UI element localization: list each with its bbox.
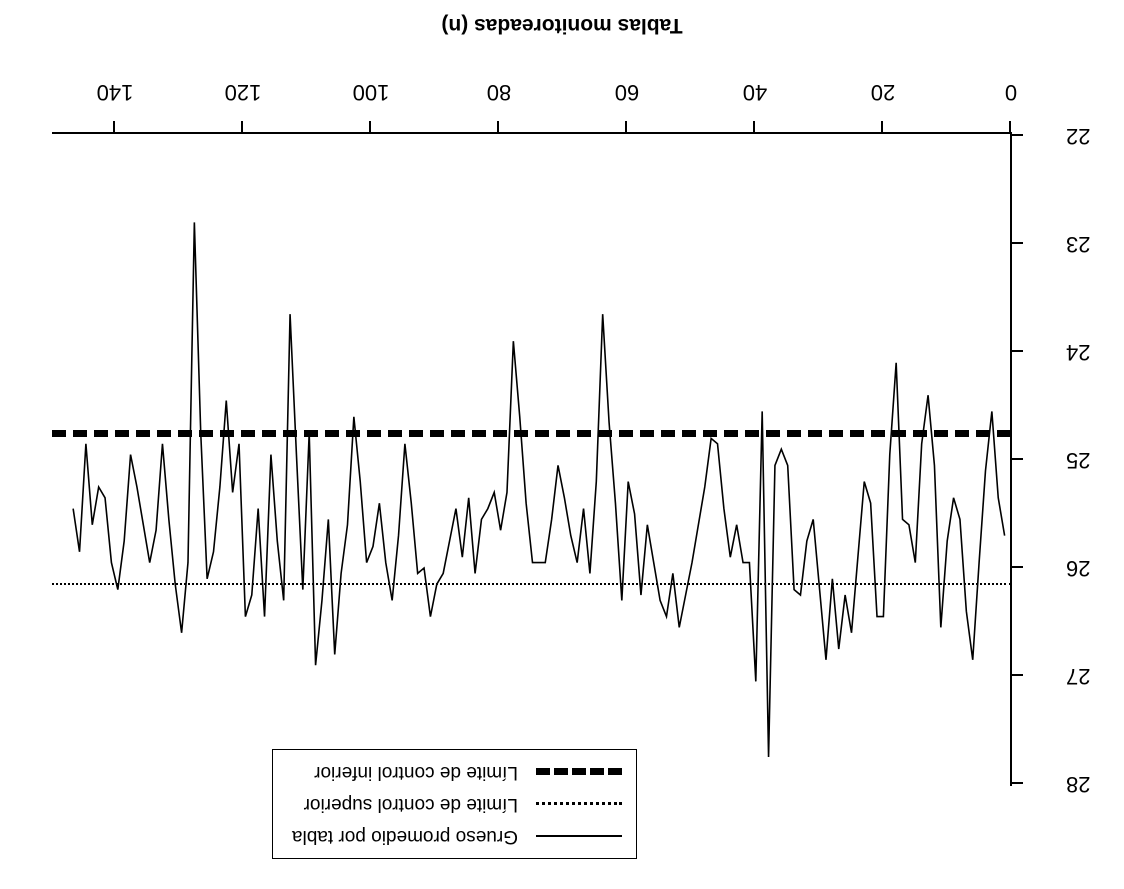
x-tick-20 (881, 121, 883, 132)
line-dashed-icon (536, 768, 622, 776)
legend-box: Grueso promedio por tabla Límite de cont… (272, 749, 637, 859)
x-tick-label-80: 80 (486, 80, 512, 105)
legend-label-series: Grueso promedio por tabla (291, 826, 518, 847)
legend-label-lcl: Límite de control inferior (314, 762, 518, 783)
x-tick-label-120: 120 (224, 80, 262, 105)
x-tick-140 (113, 121, 115, 132)
y-tick-label-27: 27 (1066, 664, 1091, 689)
x-tick-label-140: 140 (96, 80, 134, 105)
x-tick-label-0: 0 (1004, 80, 1018, 105)
x-tick-label-20: 20 (870, 80, 896, 105)
x-tick-label-60: 60 (614, 80, 640, 105)
legend-label-ucl: Límite de control superior (303, 794, 518, 815)
upper-control-limit-line (52, 583, 1011, 586)
y-tick-26 (1011, 566, 1023, 568)
y-tick-label-23: 23 (1066, 232, 1091, 257)
x-tick-80 (497, 121, 499, 132)
y-tick-label-24: 24 (1066, 340, 1091, 365)
legend-entry-ucl: Límite de control superior (273, 788, 636, 820)
y-tick-label-25: 25 (1066, 448, 1091, 473)
y-tick-27 (1011, 674, 1023, 676)
legend-entry-lcl: Límite de control inferior (273, 756, 636, 788)
x-tick-60 (625, 121, 627, 132)
y-tick-label-26: 26 (1066, 556, 1091, 581)
x-axis-line (52, 132, 1012, 134)
y-tick-label-22: 22 (1066, 124, 1091, 149)
y-tick-label-28: 28 (1066, 772, 1091, 797)
x-tick-0 (1009, 121, 1011, 132)
y-tick-24 (1011, 350, 1023, 352)
y-tick-23 (1011, 242, 1023, 244)
y-tick-22 (1011, 134, 1023, 136)
x-tick-120 (241, 121, 243, 132)
x-tick-label-40: 40 (742, 80, 768, 105)
y-tick-28 (1011, 782, 1023, 784)
x-axis-title: Tablas monitoreadas (n) (441, 14, 683, 37)
x-tick-100 (369, 121, 371, 132)
legend-entry-series: Grueso promedio por tabla (273, 820, 636, 852)
line-dotted-icon (536, 802, 622, 806)
x-tick-label-100: 100 (352, 80, 390, 105)
line-solid-icon (536, 835, 622, 837)
y-tick-25 (1011, 458, 1023, 460)
lower-control-limit-line (52, 430, 1011, 438)
x-tick-40 (753, 121, 755, 132)
data-series-line (72, 222, 1006, 758)
